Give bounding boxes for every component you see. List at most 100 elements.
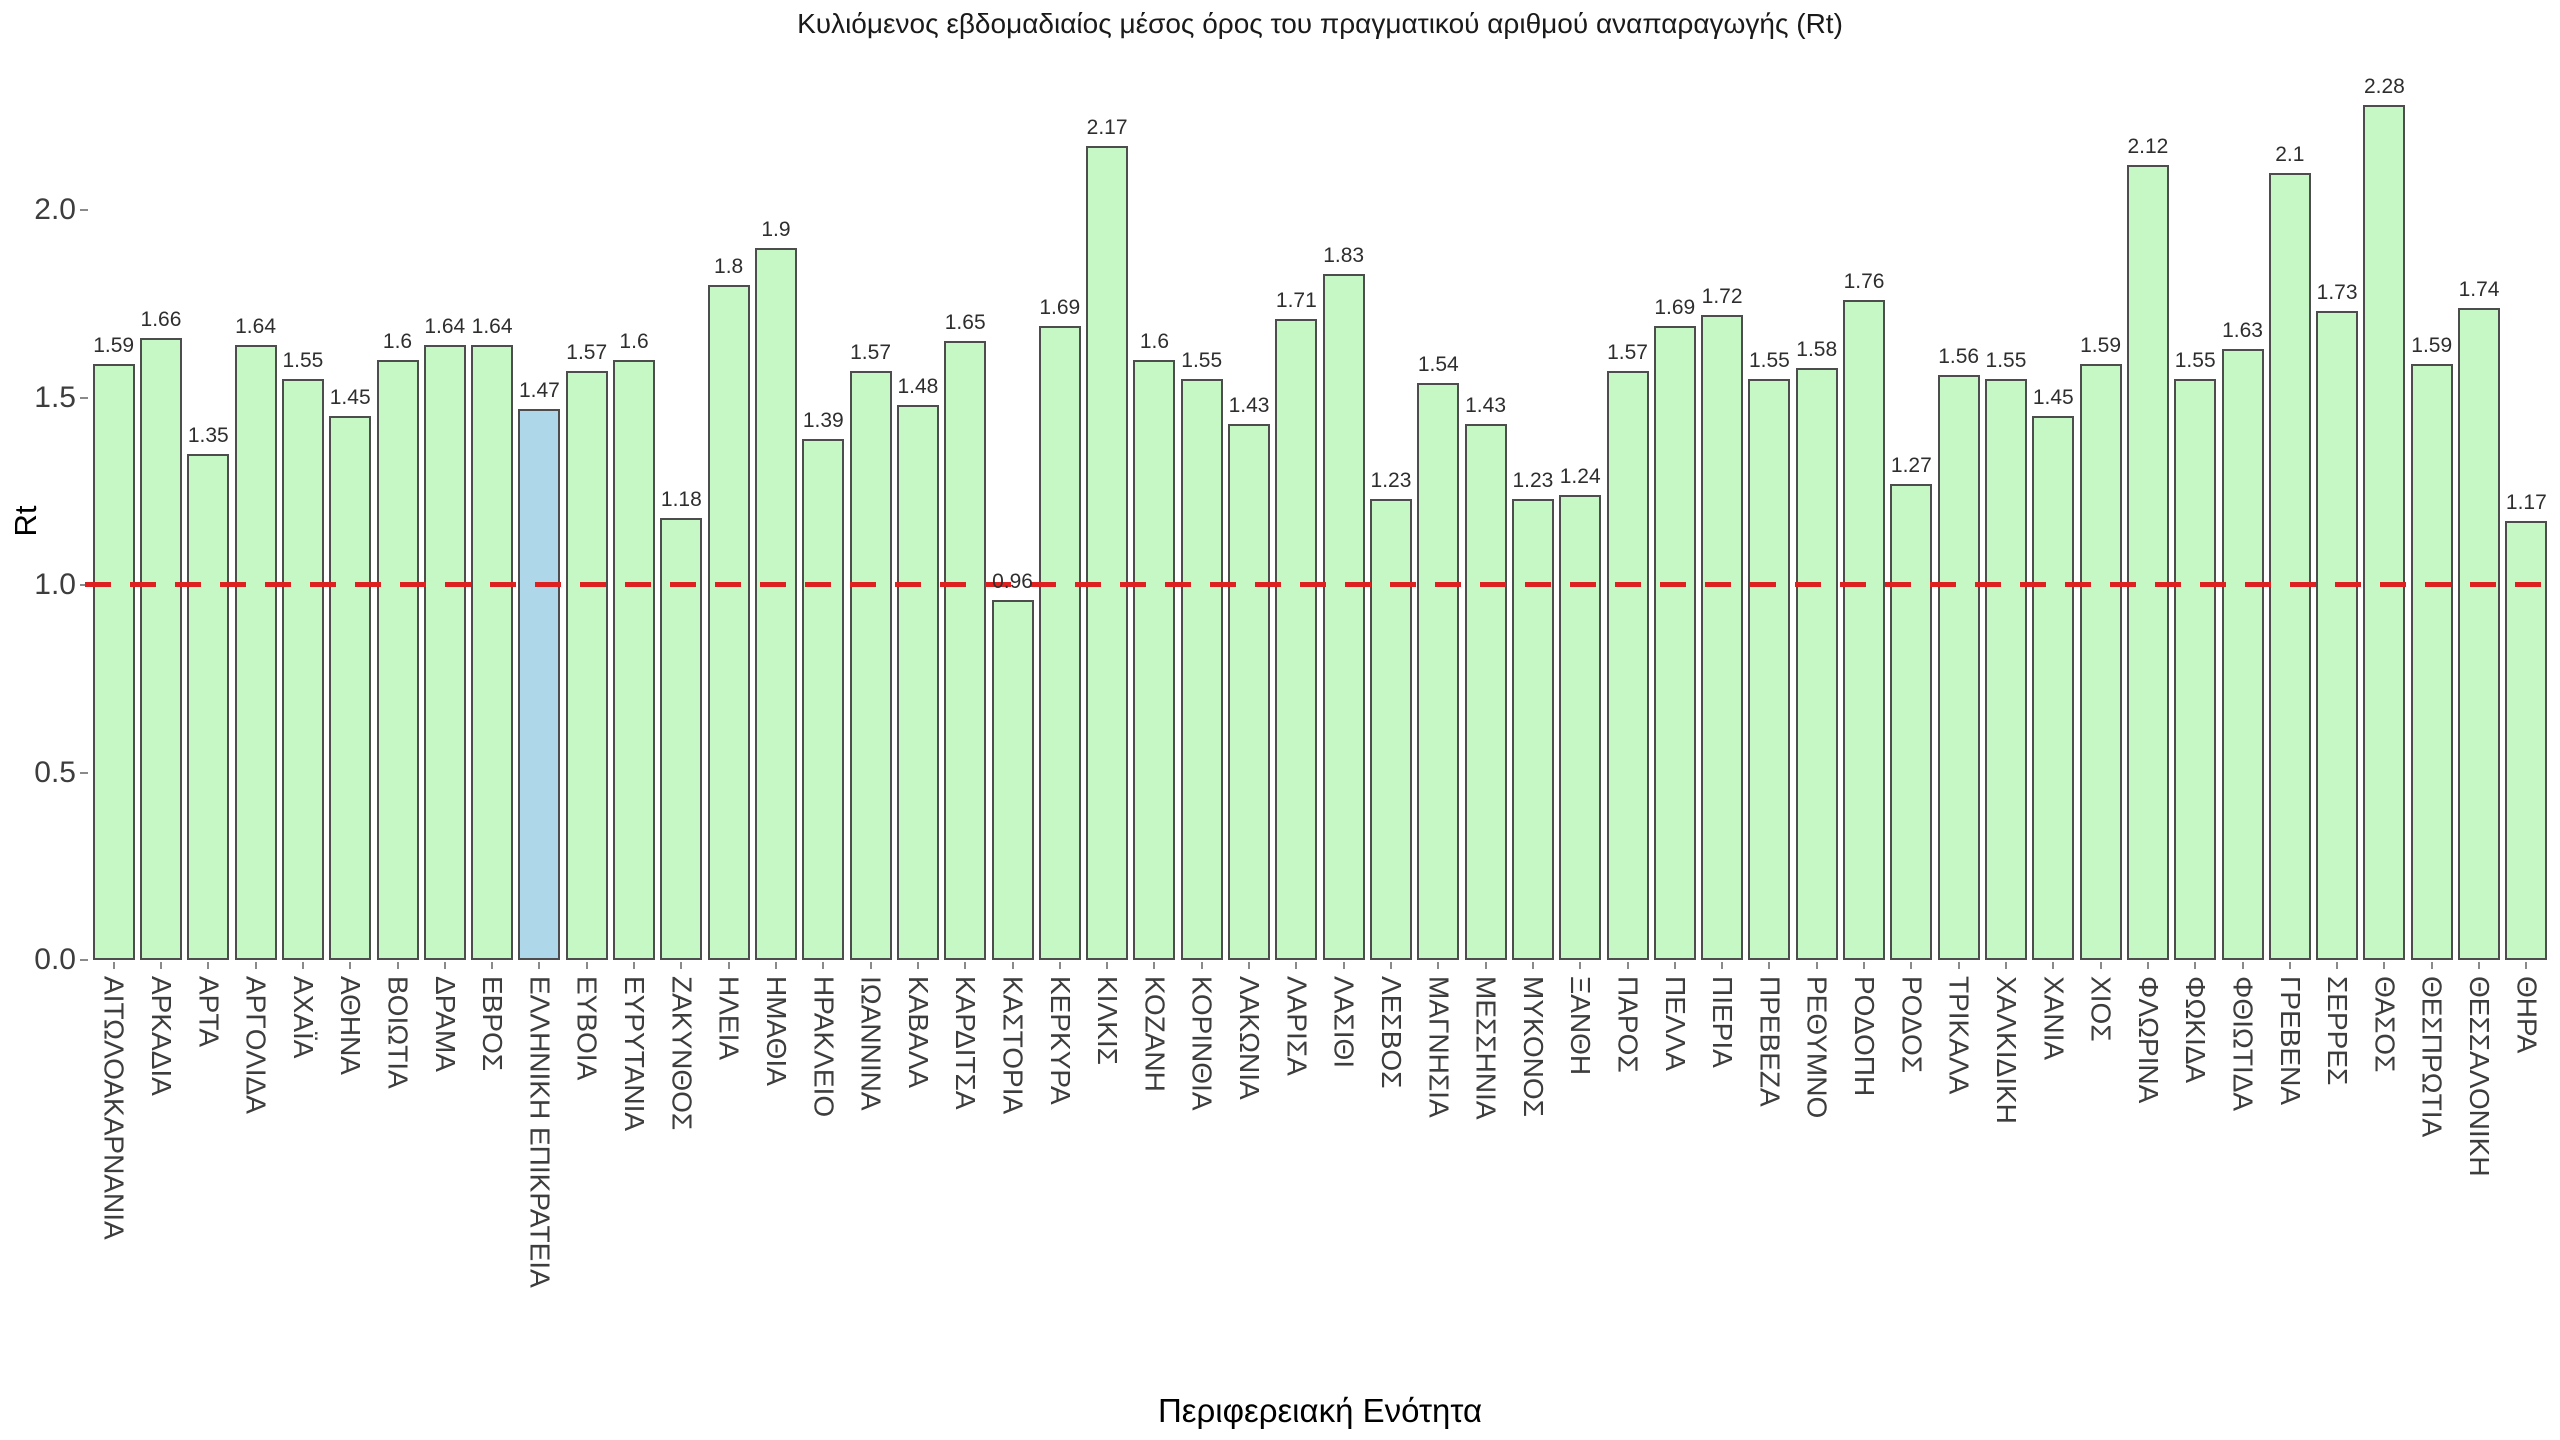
bar bbox=[2174, 378, 2217, 960]
bar bbox=[2032, 416, 2075, 960]
x-tick-mark bbox=[1106, 962, 1109, 969]
x-tick-mark bbox=[2478, 962, 2481, 969]
x-tick-mark bbox=[1910, 962, 1913, 969]
bar-value-label: 1.35 bbox=[187, 423, 229, 447]
x-tick-mark bbox=[1531, 962, 1534, 969]
bar-value-label: 1.74 bbox=[2458, 277, 2500, 301]
bar bbox=[1086, 146, 1129, 960]
y-tick-mark bbox=[80, 584, 88, 586]
bar-value-label: 1.69 bbox=[1039, 296, 1081, 320]
x-tick-label: ΚΑΣΤΟΡΙΑ bbox=[997, 976, 1029, 1115]
y-tick-mark bbox=[80, 396, 88, 399]
bar-value-label: 2.12 bbox=[2127, 135, 2169, 158]
bar bbox=[2268, 172, 2311, 960]
bar bbox=[2505, 521, 2548, 960]
x-tick-mark bbox=[585, 962, 588, 969]
x-tick-mark bbox=[2146, 962, 2149, 969]
bar bbox=[1748, 378, 1791, 960]
x-tick-mark bbox=[1058, 962, 1061, 969]
bar bbox=[2316, 311, 2359, 960]
bar-value-label: 1.6 bbox=[619, 330, 649, 353]
bar-value-label: 1.39 bbox=[802, 408, 844, 432]
bar bbox=[376, 360, 419, 960]
bar bbox=[1890, 483, 1933, 960]
x-tick-label: ΧΑΝΙΑ bbox=[2038, 976, 2070, 1061]
x-tick-label: ΠΕΛΛΑ bbox=[1659, 976, 1691, 1071]
y-axis-title: Rt bbox=[8, 505, 43, 537]
x-tick-label: ΧΙΟΣ bbox=[2085, 976, 2117, 1042]
bar-value-label: 1.83 bbox=[1323, 243, 1365, 267]
bar-value-label: 1.64 bbox=[471, 315, 513, 338]
x-tick-label: ΛΕΣΒΟΣ bbox=[1375, 976, 1407, 1089]
bar bbox=[754, 247, 797, 960]
y-tick-mark bbox=[80, 771, 88, 774]
bar bbox=[1559, 495, 1602, 960]
x-tick-label: ΑΘΗΝΑ bbox=[335, 976, 367, 1075]
x-tick-mark bbox=[1721, 962, 1724, 969]
bar-value-label: 1.69 bbox=[1654, 296, 1696, 320]
bar-value-label: 1.64 bbox=[235, 315, 276, 338]
x-tick-label: ΛΑΡΙΣΑ bbox=[1281, 976, 1313, 1076]
x-tick-mark bbox=[1011, 962, 1014, 969]
x-tick-label: ΞΑΝΘΗ bbox=[1565, 976, 1597, 1076]
x-tick-mark bbox=[727, 962, 730, 969]
x-tick-label: ΗΜΑΘΙΑ bbox=[760, 976, 792, 1086]
bar-value-label: 1.23 bbox=[1370, 468, 1412, 492]
x-tick-mark bbox=[1768, 962, 1771, 969]
x-tick-label: ΒΟΙΩΤΙΑ bbox=[382, 976, 414, 1089]
x-tick-label: ΕΛΛΗΝΙΚΗ ΕΠΙΚΡΑΤΕΙΑ bbox=[524, 976, 556, 1288]
x-tick-mark bbox=[1579, 962, 1582, 969]
bar-value-label: 1.59 bbox=[2080, 333, 2121, 357]
chart-title: Κυλιόμενος εβδομαδιαίος μέσος όρος του π… bbox=[797, 8, 1843, 39]
x-tick-label: ΠΑΡΟΣ bbox=[1612, 976, 1644, 1073]
x-tick-label: ΗΛΕΙΑ bbox=[713, 976, 745, 1061]
bar-value-label: 1.48 bbox=[897, 375, 939, 398]
bar-value-label: 1.54 bbox=[1417, 352, 1459, 376]
x-tick-label: ΚΑΒΑΛΑ bbox=[902, 976, 934, 1089]
x-tick-mark bbox=[112, 962, 115, 969]
reference-line bbox=[85, 582, 2556, 587]
x-tick-mark bbox=[1957, 962, 1960, 969]
x-tick-mark bbox=[1342, 962, 1345, 969]
x-tick-label: ΘΕΣΣΑΛΟΝΙΚΗ bbox=[2464, 976, 2496, 1177]
bar bbox=[1133, 360, 1176, 960]
y-tick-mark bbox=[80, 959, 88, 961]
bar-value-label: 1.45 bbox=[2032, 386, 2074, 410]
x-tick-label: ΑΡΤΑ bbox=[193, 976, 225, 1048]
bar bbox=[92, 363, 135, 960]
x-tick-mark bbox=[680, 962, 683, 969]
bar bbox=[2363, 105, 2406, 960]
y-tick-label: 0.0 bbox=[34, 943, 76, 976]
x-tick-mark bbox=[2430, 962, 2433, 969]
bar-value-label: 1.27 bbox=[1890, 453, 1932, 477]
x-tick-label: ΘΑΣΟΣ bbox=[2369, 976, 2401, 1073]
bar-value-label: 0.96 bbox=[992, 570, 1033, 593]
bar bbox=[423, 345, 466, 960]
x-tick-label: ΦΩΚΙΔΑ bbox=[2180, 976, 2212, 1084]
bar-value-label: 1.56 bbox=[1938, 345, 1980, 368]
plot-area: 1.59 1.66 1.35 1.64 1.55 1.45 1.6 1.64 1.64 1.47 1… bbox=[85, 40, 2556, 960]
x-tick-mark bbox=[1484, 962, 1487, 969]
x-tick-label: ΘΕΣΠΡΩΤΙΑ bbox=[2416, 976, 2448, 1138]
x-tick-label: ΚΑΡΔΙΤΣΑ bbox=[950, 976, 982, 1110]
x-tick-mark bbox=[254, 962, 257, 969]
x-axis-title: Περιφερειακή Ενότητα bbox=[1157, 1392, 1483, 1429]
bar bbox=[2410, 363, 2453, 960]
x-tick-mark bbox=[822, 962, 825, 969]
x-tick-label: ΣΕΡΡΕΣ bbox=[2322, 976, 2354, 1086]
bar bbox=[1180, 378, 1223, 960]
bar bbox=[707, 285, 750, 960]
x-tick-label: ΦΘΙΩΤΙΔΑ bbox=[2227, 976, 2259, 1112]
x-tick-mark bbox=[1295, 962, 1298, 969]
bar-value-label: 1.72 bbox=[1701, 285, 1743, 308]
x-tick-mark bbox=[1626, 962, 1629, 969]
bar bbox=[1843, 300, 1886, 960]
x-tick-label: ΠΡΕΒΕΖΑ bbox=[1754, 976, 1786, 1107]
x-tick-mark bbox=[2525, 962, 2528, 969]
x-tick-label: ΦΛΩΡΙΝΑ bbox=[2132, 976, 2164, 1104]
x-tick-mark bbox=[491, 962, 494, 969]
x-tick-label: ΓΡΕΒΕΝΑ bbox=[2274, 976, 2306, 1106]
bar-highlighted bbox=[518, 408, 561, 960]
x-tick-mark bbox=[916, 962, 919, 969]
bar bbox=[1369, 498, 1412, 960]
